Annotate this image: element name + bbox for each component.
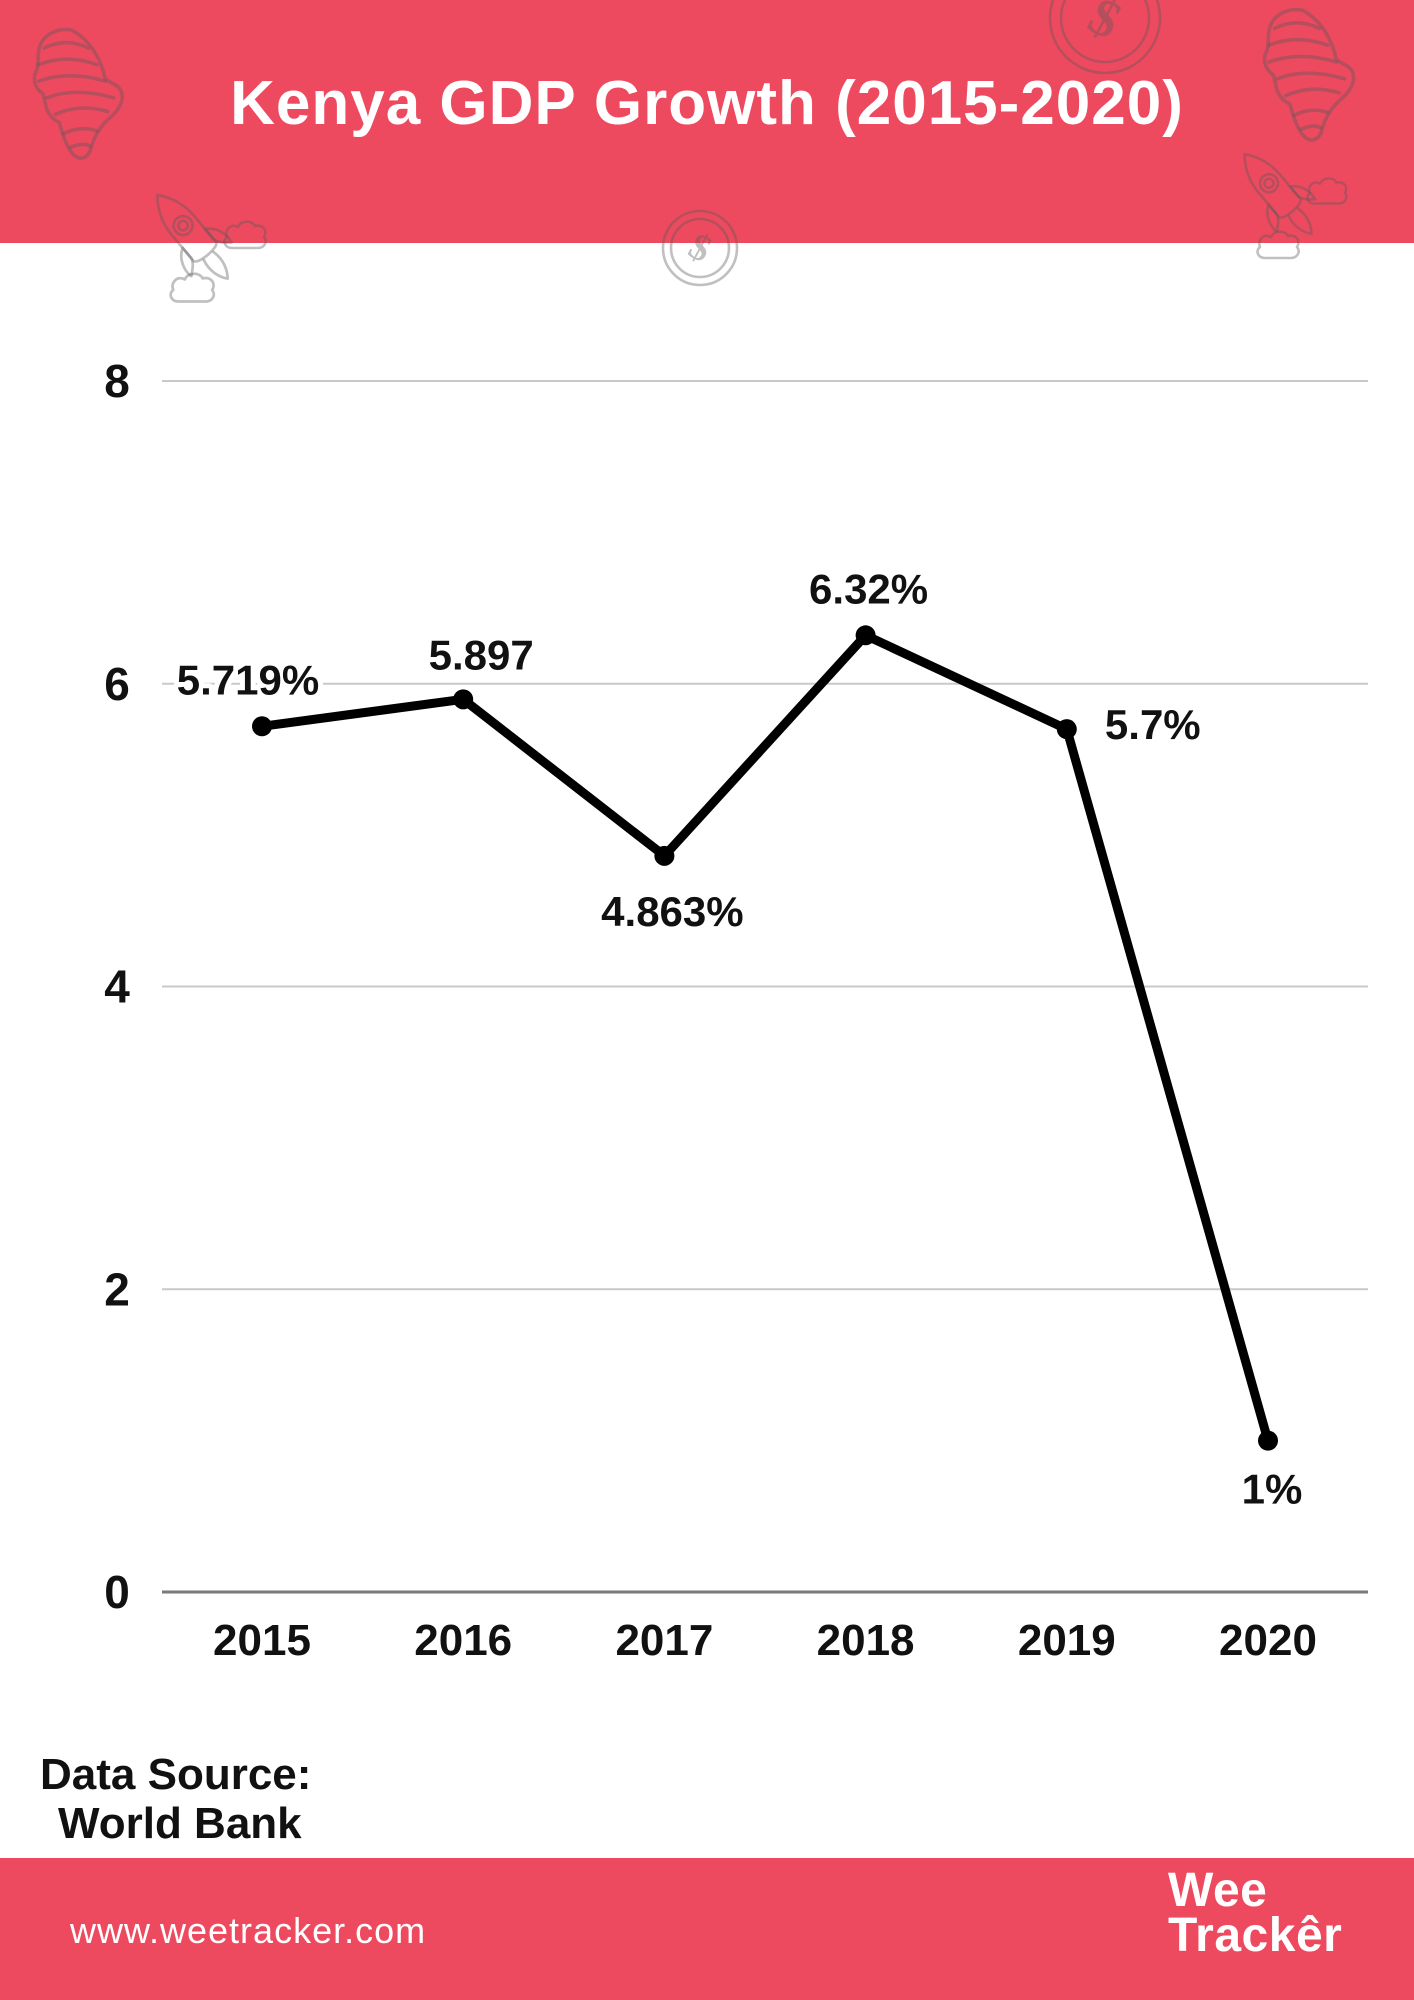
x-tick-label: 2019: [1018, 1616, 1116, 1665]
data-point-label: 4.863%: [601, 888, 743, 935]
data-point-label: 5.7%: [1105, 701, 1201, 748]
x-tick-label: 2015: [213, 1616, 311, 1665]
x-tick-label: 2016: [414, 1616, 512, 1665]
data-point-label: 5.897: [429, 631, 534, 678]
y-tick-label: 4: [104, 961, 130, 1013]
page-title: Kenya GDP Growth (2015-2020): [230, 69, 1184, 138]
data-point: [252, 716, 272, 737]
x-tick-label: 2017: [615, 1616, 713, 1665]
weetracker-logo: Wee Trackêr: [1168, 1864, 1343, 1962]
data-point-label: 6.32%: [809, 565, 928, 612]
data-point-label: 5.719%: [177, 656, 319, 703]
gdp-series-line: [257, 630, 1273, 1446]
logo-line-2: Trackêr: [1168, 1909, 1343, 1962]
y-tick-label: 8: [104, 355, 130, 407]
data-point: [1056, 719, 1077, 740]
y-tick-label: 0: [104, 1566, 130, 1618]
data-point-label: 1%: [1242, 1466, 1303, 1513]
y-tick-label: 6: [104, 658, 130, 710]
logo-line-1: Wee: [1168, 1864, 1268, 1917]
y-tick-label: 2: [104, 1263, 130, 1315]
x-tick-label: 2020: [1219, 1616, 1317, 1665]
data-point: [654, 845, 675, 866]
website-link[interactable]: www.weetracker.com: [70, 1910, 427, 1951]
data-point: [855, 625, 876, 646]
data-source-value: World Bank: [58, 1799, 302, 1848]
footer-band: www.weetracker.com Wee Trackêr: [0, 1858, 1414, 2000]
data-source-block: Data Source: World Bank: [40, 1750, 311, 1848]
data-source-label: Data Source:: [40, 1750, 312, 1799]
data-point: [453, 689, 474, 710]
data-point: [1258, 1430, 1278, 1451]
x-tick-label: 2018: [817, 1616, 915, 1665]
